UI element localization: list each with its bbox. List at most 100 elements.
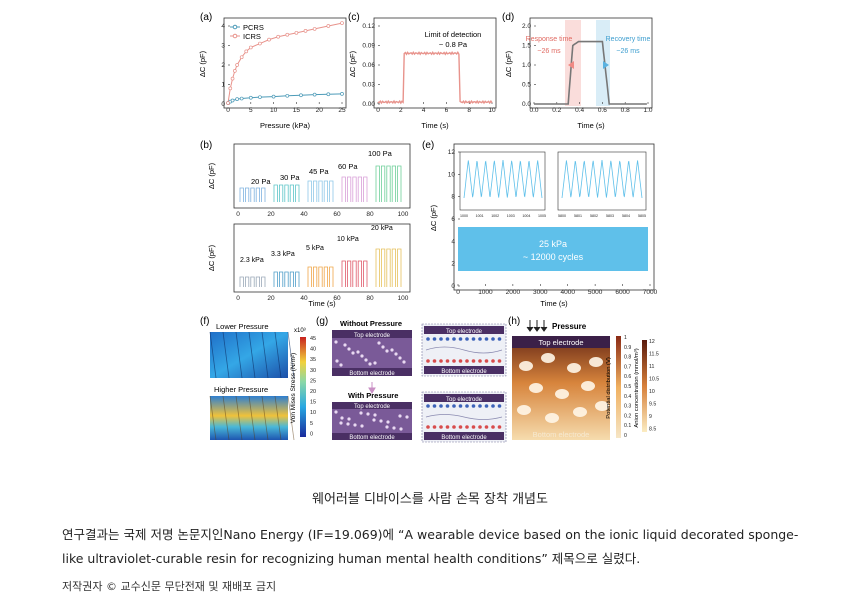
x-tick-label: 20 (316, 107, 324, 114)
ion (353, 423, 357, 427)
legend-pcrs: PCRS (243, 23, 264, 32)
ion (343, 343, 347, 347)
anion (491, 404, 495, 408)
icrs-point (312, 27, 317, 31)
x-tick-label: 7000 (643, 289, 658, 296)
label-2-3kpa: 2.3 kPa (240, 257, 264, 264)
x-tick-label: 8 (467, 107, 471, 114)
colorbar-tick-label: 40 (310, 347, 316, 353)
potential-colorbar (616, 336, 621, 438)
x-tick-label: 0.6 (598, 107, 607, 114)
colorbar-tick-label: 20 (310, 389, 316, 395)
recovery-time-label: Recovery time (606, 36, 651, 43)
pulse (347, 176, 352, 202)
pcrs-point (271, 94, 276, 99)
x-tick-label: 100 (398, 211, 409, 218)
anion (458, 337, 463, 341)
pore (555, 389, 569, 399)
pulse (352, 176, 357, 202)
anion (465, 404, 469, 408)
y-tick-label: 2.0 (522, 23, 531, 30)
cation (458, 425, 463, 429)
x-tick-label: 0 (236, 295, 240, 302)
anion-tick-label: 11 (649, 364, 654, 370)
anion (471, 337, 476, 341)
panel-g: (g) Without Pressure Top electrode Botto… (316, 316, 507, 443)
pulse (391, 248, 396, 287)
label-100pa: 100 Pa (368, 149, 393, 158)
x-tick-label: 1.0 (643, 107, 652, 114)
anion (426, 404, 430, 408)
g-bottom-electrode-2: Bottom electrode (349, 435, 395, 441)
panel-e-ticks: 0 1000 2000 3000 4000 5000 6000 7000 0 2 4 6 8 10 12 (448, 149, 658, 296)
pulse (273, 184, 278, 202)
cation (452, 359, 456, 363)
ion (368, 362, 372, 366)
pulse (386, 248, 391, 287)
pulse (375, 165, 380, 202)
pressure-arrows-icon (526, 320, 548, 332)
x-tick-label: 10 (270, 107, 278, 114)
colorbar-tick-label: 5 (310, 421, 313, 427)
inset-tick-label: 1001 (476, 214, 484, 218)
pulse (391, 165, 396, 202)
y-tick-label: 1.5 (522, 43, 531, 50)
anion-tick-label: 9.5 (649, 402, 656, 408)
colorbar-tick-label: 10 (310, 410, 316, 416)
cation (491, 359, 495, 363)
inset-tick-label: 5802 (590, 214, 598, 218)
y-tick-label: 0 (221, 101, 225, 108)
anion-label: Anion concentration (mmol/m³) (634, 348, 640, 427)
pulse (318, 266, 323, 287)
x-tick-label: 0.4 (575, 107, 584, 114)
recovery-arrow-icon (603, 61, 609, 69)
icrs-point (235, 63, 239, 67)
label-20pa: 20 Pa (251, 177, 271, 186)
pcrs-point (340, 92, 344, 96)
pcrs-point (326, 92, 331, 97)
potential-tick-label: 0.8 (624, 355, 631, 361)
ion (399, 427, 403, 431)
pulse (341, 260, 346, 287)
ion (347, 417, 351, 421)
potential-tick-label: 0.3 (624, 404, 631, 410)
anion-tick-label: 8.5 (649, 427, 656, 433)
pcrs-series (227, 93, 343, 104)
y-tick-label: 0.06 (362, 62, 375, 69)
potential-field (512, 336, 610, 440)
h-top-electrode: Top electrode (538, 338, 583, 347)
colorbar-tick-label: 45 (310, 336, 316, 342)
cation (445, 425, 450, 429)
pulse (284, 271, 289, 287)
pulse (279, 271, 284, 287)
inset-tick-label: 1004 (522, 214, 530, 218)
anion-colorbar-ticks: 12 11.5 11 10.5 10 9.5 9 8.5 (649, 339, 659, 433)
x-tick-label: 60 (333, 211, 341, 218)
lod-signal (377, 50, 493, 105)
figure-caption: 웨어러블 디바이스를 사람 손목 장착 개념도 (312, 492, 548, 507)
cycle-pressure: 25 kPa (539, 239, 567, 249)
ion (394, 352, 398, 356)
y-tick-label: 2 (221, 62, 225, 69)
pulse (352, 260, 357, 287)
x-tick-label: 60 (333, 295, 341, 302)
pulse (279, 184, 284, 202)
cation (491, 425, 495, 429)
anion (458, 404, 463, 408)
colorbar-tick-label: 35 (310, 357, 316, 363)
panel-c-letter: (c) (348, 12, 360, 23)
label-45pa: 45 Pa (309, 167, 329, 176)
pulse (250, 187, 255, 202)
panel-a-xlabel: Pressure (kPa) (260, 121, 311, 130)
ion (377, 341, 381, 345)
g-top-electrode-2: Top electrode (354, 404, 391, 410)
lower-pressure-label: Lower Pressure (216, 322, 269, 331)
panel-h-letter: (h) (508, 316, 520, 327)
anion-colorbar (642, 340, 647, 432)
panel-b-ticks: 0 0 20 20 40 40 60 60 80 80 100 100 (236, 211, 409, 302)
pcrs-point (312, 92, 317, 97)
icrs-point (258, 41, 262, 46)
x-tick-label: 6000 (615, 289, 630, 296)
icrs-point (230, 76, 235, 81)
legend-icrs: ICRS (243, 32, 261, 41)
